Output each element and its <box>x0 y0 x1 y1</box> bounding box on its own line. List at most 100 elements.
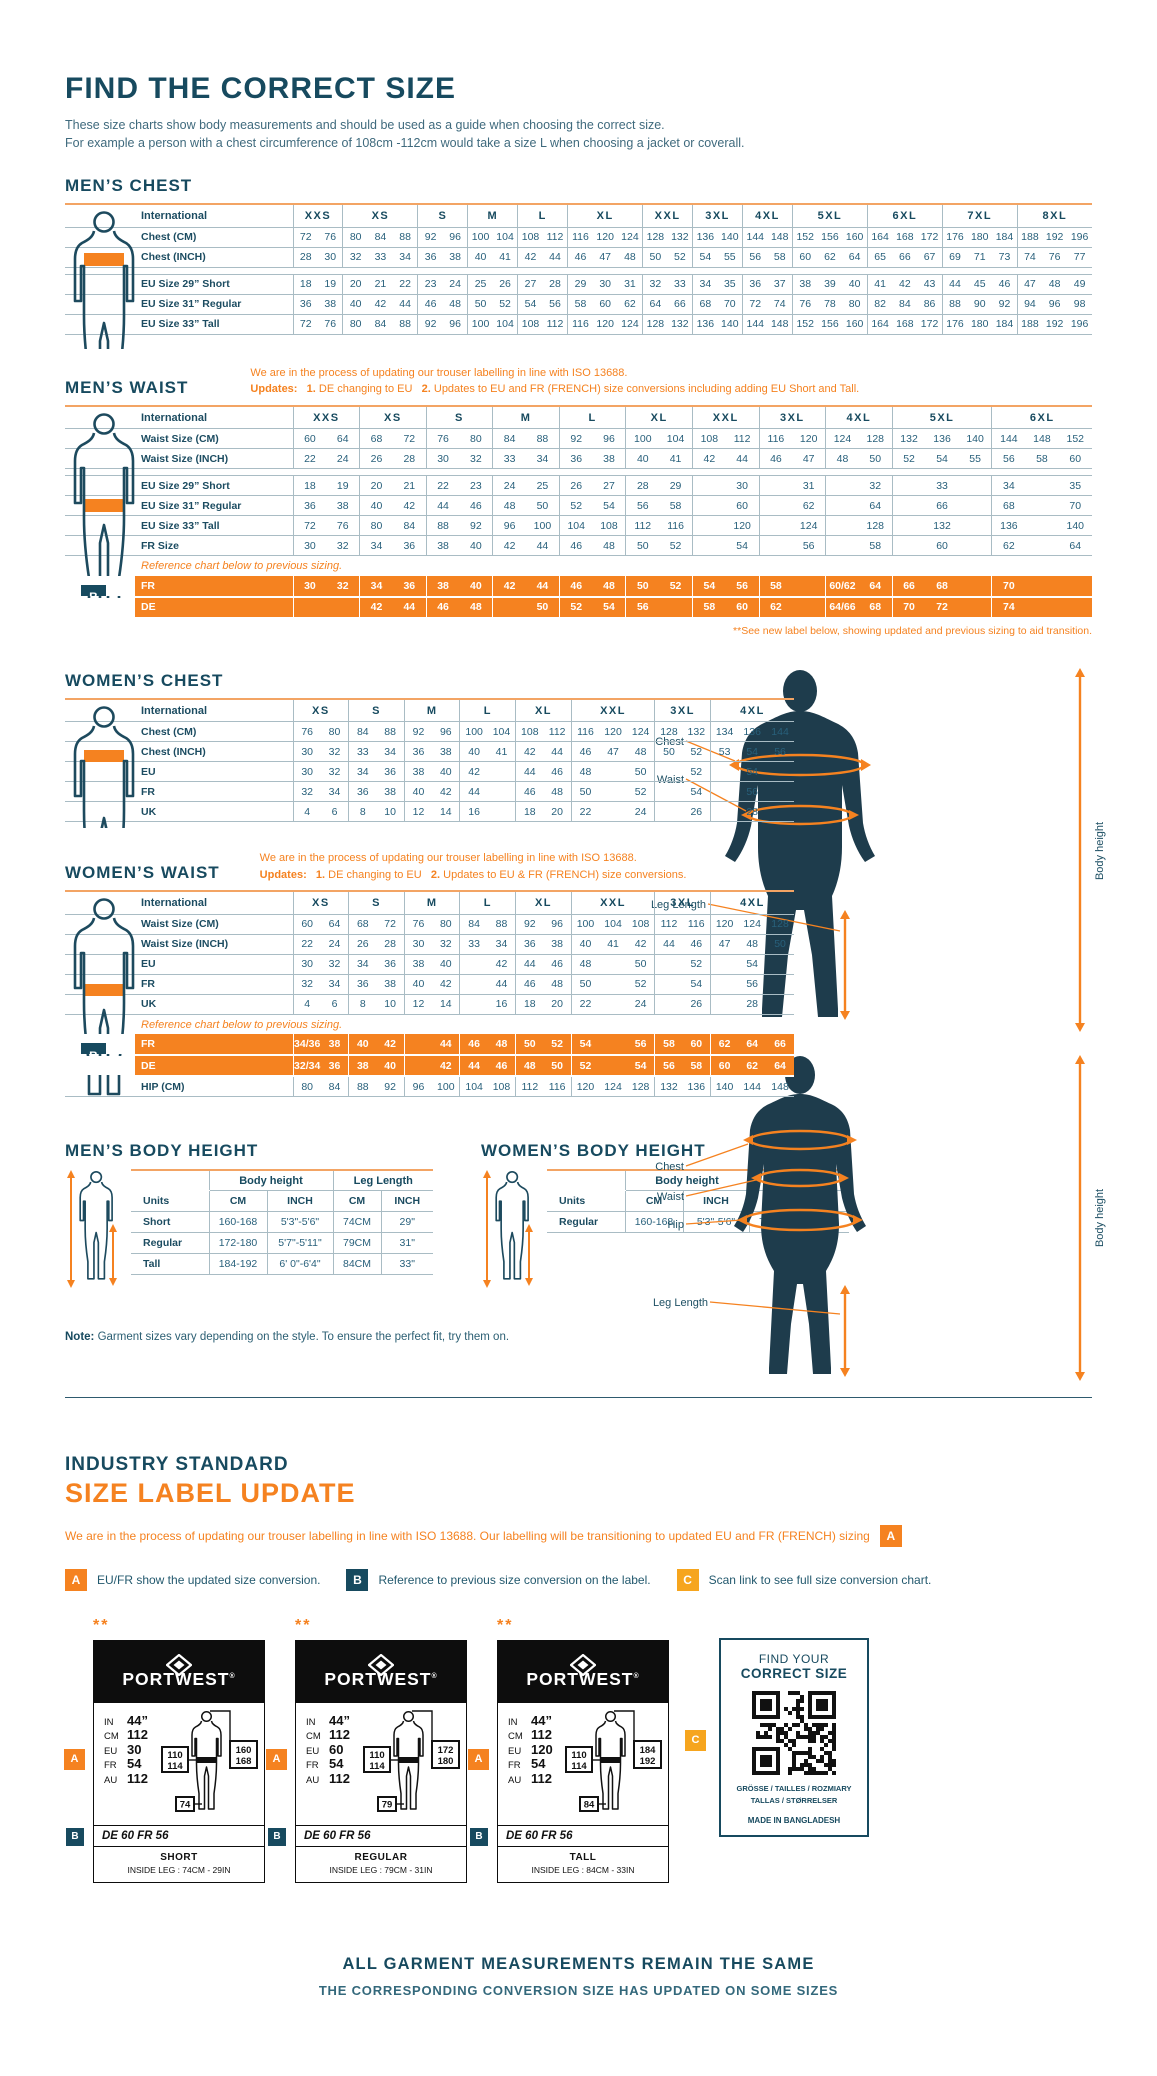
size-cell: 22 <box>292 934 321 955</box>
intro-text: These size charts show body measurements… <box>65 116 1092 152</box>
size-cell: 52 <box>626 781 655 803</box>
unit-header: INCH <box>682 1190 749 1213</box>
size-cell: 104 <box>487 721 516 743</box>
size-cell: 54 <box>725 535 760 557</box>
middle-wrap: Chest Waist Leg Length Body height <box>65 667 1106 1381</box>
size-cell <box>654 781 683 803</box>
size-cell: 116 <box>570 721 600 743</box>
size-cell: 112 <box>625 515 660 537</box>
size-cell: 36 <box>392 575 427 598</box>
size-cell: 36 <box>403 741 433 763</box>
size-cell: 54 <box>570 1034 600 1057</box>
size-cell: 37 <box>767 273 793 295</box>
size-cell: 48 <box>825 448 859 470</box>
section-mens-body-height: MEN’S BODY HEIGHT <box>65 1141 433 1289</box>
size-cell: 72 <box>292 515 327 537</box>
col-header: S <box>348 698 405 723</box>
qr-card: FIND YOUR CORRECT SIZE GRÖSSE / TAILLES … <box>719 1637 869 1837</box>
size-cell: 132 <box>891 428 926 450</box>
female-figure: Chest Waist Hip Leg Length Body height <box>653 1054 1106 1381</box>
size-cell: 58 <box>858 535 893 557</box>
size-cell: 104 <box>459 1075 488 1097</box>
size-cell: 66 <box>925 495 959 517</box>
inside-leg: INSIDE LEG : 79CM - 31IN <box>329 1864 433 1875</box>
mens-chest-table-wrap: International XXS XS S M L XL XXL 3XL 4XL 5XL 6XL 7X… <box>65 203 1093 350</box>
size-cell <box>599 974 627 995</box>
bh-value: 33" <box>380 1253 433 1276</box>
size-cell: 56 <box>792 535 826 557</box>
svg-text:79: 79 <box>382 1799 393 1810</box>
size-cell: 64 <box>842 247 868 268</box>
size-cell: 50 <box>467 294 493 315</box>
size-cell: 38 <box>425 575 460 598</box>
units-label: Units <box>131 1190 209 1213</box>
size-cell: 68 <box>348 914 377 935</box>
size-cell <box>1058 575 1092 598</box>
size-cell: 34 <box>320 781 349 803</box>
size-cell: 112 <box>542 314 568 335</box>
garment-label: A B PORTWEST® IN 44” CM 112 EU 60 FR 54 AU 112 110 114… <box>266 1639 467 1883</box>
size-cell: 62 <box>991 535 1026 557</box>
col-header: S <box>425 405 493 430</box>
size-cell: 64 <box>738 1034 767 1057</box>
size-cell: 56 <box>625 495 660 517</box>
a-badge: A <box>64 1748 85 1770</box>
size-cell <box>1058 596 1092 619</box>
col-header: L <box>459 891 516 915</box>
womens-waist-header: WOMEN’S WAIST We are in the process of u… <box>65 850 1092 883</box>
size-cell: 136 <box>738 721 767 743</box>
size-cell: 32/34 <box>292 1055 321 1078</box>
size-cell: 30 <box>592 273 618 295</box>
size-cell: 50 <box>570 974 600 995</box>
col-header: 4XL <box>709 891 794 915</box>
size-cell: 32 <box>326 535 360 557</box>
size-cell: 196 <box>1067 227 1093 248</box>
size-cell: 42 <box>492 535 527 557</box>
size-cell: 128 <box>642 227 668 248</box>
size-cell: 42 <box>459 761 488 783</box>
size-cell: 46 <box>515 781 544 803</box>
size-cell: 74 <box>1016 247 1043 268</box>
size-cell: 50 <box>626 761 655 783</box>
female-chest-label: Chest <box>655 1161 684 1173</box>
label-size-row: CM 112 <box>104 1727 262 1742</box>
size-region: AU <box>104 1774 118 1786</box>
size-cell: 48 <box>570 954 600 975</box>
svg-text:114: 114 <box>167 1761 183 1772</box>
fit-name: SHORT <box>160 1851 198 1863</box>
garment-note-label: Note: <box>65 1330 95 1343</box>
fit-name: REGULAR <box>354 1851 408 1863</box>
size-cell: 26 <box>558 475 593 497</box>
size-cell: 30 <box>292 575 327 598</box>
size-cell: 66 <box>766 1034 794 1057</box>
size-cell: 100 <box>625 428 660 450</box>
inside-leg: INSIDE LEG : 84CM - 33IN <box>531 1864 635 1875</box>
size-cell: 42 <box>892 273 918 295</box>
size-cell <box>709 994 739 1015</box>
size-cell: 30 <box>292 535 327 557</box>
size-cell: 60 <box>292 914 321 935</box>
svg-text:168: 168 <box>236 1756 252 1767</box>
size-cell: 50 <box>625 535 660 557</box>
size-cell: 80 <box>342 314 368 335</box>
size-cell: 30 <box>292 761 321 783</box>
size-cell: 24 <box>492 475 527 497</box>
size-cell: 76 <box>317 227 343 248</box>
section-title: WOMEN’S WAIST <box>65 863 220 883</box>
size-cell: 24 <box>320 934 349 955</box>
size-cell: 36 <box>417 247 443 268</box>
size-cell: 56 <box>654 1055 683 1078</box>
size-cell: 80 <box>342 227 368 248</box>
size-cell: 22 <box>392 273 418 295</box>
size-cell: 46 <box>558 535 593 557</box>
svg-text:110: 110 <box>369 1750 384 1761</box>
col-header: 7XL <box>941 204 1018 228</box>
size-cell: 124 <box>738 914 767 935</box>
size-cell <box>691 495 726 517</box>
size-cell <box>1025 596 1059 619</box>
size-cell: 43 <box>917 273 943 295</box>
size-cell: 68 <box>692 294 718 315</box>
size-cell: 88 <box>392 227 418 248</box>
a-badge: A <box>468 1748 489 1770</box>
label-size-row: IN 44” <box>508 1713 666 1728</box>
